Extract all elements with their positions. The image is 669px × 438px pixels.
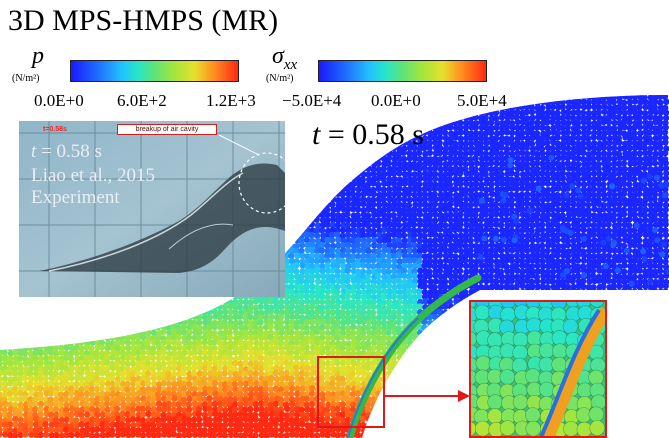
stress-mid-label: 0.0E+0	[371, 91, 421, 110]
pressure-colorbar	[70, 60, 239, 82]
photo-reference: Liao et al., 2015	[31, 165, 155, 186]
stress-min-label: −5.0E+4	[282, 91, 342, 110]
stress-unit: (N/m²)	[266, 73, 294, 84]
time-label: t = 0.58 s	[312, 118, 424, 151]
zoom-region-box	[317, 356, 385, 428]
pressure-max-label: 1.2E+3	[206, 91, 256, 110]
stress-max-label: 5.0E+4	[457, 91, 507, 110]
photo-time-label: t = 0.58 s	[31, 141, 102, 162]
experiment-photo: t=0.58s breakup of air cavity t = 0.58 s…	[19, 121, 285, 297]
figure-title: 3D MPS-HMPS (MR)	[8, 4, 279, 37]
stress-colorbar	[318, 60, 487, 82]
elastic-plate	[346, 274, 482, 438]
pressure-mid-label: 6.0E+2	[117, 91, 167, 110]
photo-kind: Experiment	[31, 187, 120, 208]
pressure-min-label: 0.0E+0	[34, 91, 84, 110]
stress-symbol: σxx	[272, 43, 298, 73]
photo-time-tag: t=0.58s	[43, 126, 67, 133]
zoom-inset	[469, 300, 607, 438]
photo-callout: breakup of air cavity	[117, 124, 217, 135]
pressure-symbol: p	[32, 43, 44, 69]
pressure-unit: (N/m²)	[12, 73, 40, 84]
